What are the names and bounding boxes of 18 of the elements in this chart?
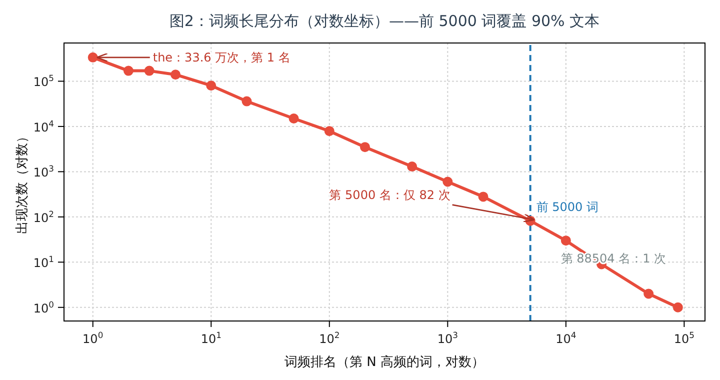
annotation: 第 5000 名：仅 82 次 (329, 188, 450, 202)
x-tick-label: 10$^{3}$ (437, 330, 458, 346)
chart-title: 图2：词频长尾分布（对数坐标）——前 5000 词覆盖 90% 文本 (168, 12, 601, 31)
annotation: the：33.6 万次，第 1 名 (152, 50, 290, 64)
ref-line-label: 前 5000 词 (536, 200, 598, 214)
x-tick-label: 10$^{4}$ (556, 330, 576, 346)
y-tick-label: 10$^{0}$ (33, 299, 54, 316)
y-tick-label: 10$^{1}$ (33, 254, 54, 270)
y-tick-label: 10$^{4}$ (33, 118, 54, 134)
x-tick-label: 10$^{0}$ (82, 330, 104, 346)
y-axis-title: 出现次数（对数） (15, 130, 30, 234)
y-tick-label: 10$^{2}$ (33, 208, 54, 225)
y-tick-label: 10$^{3}$ (33, 164, 54, 180)
x-tick-label: 10$^{5}$ (674, 330, 694, 346)
y-tick-label: 10$^{5}$ (33, 73, 54, 90)
x-tick-label: 10$^{1}$ (200, 330, 222, 346)
x-axis-title: 词频排名（第 N 高频的词，对数） (284, 354, 484, 370)
x-tick-label: 10$^{2}$ (319, 330, 340, 346)
